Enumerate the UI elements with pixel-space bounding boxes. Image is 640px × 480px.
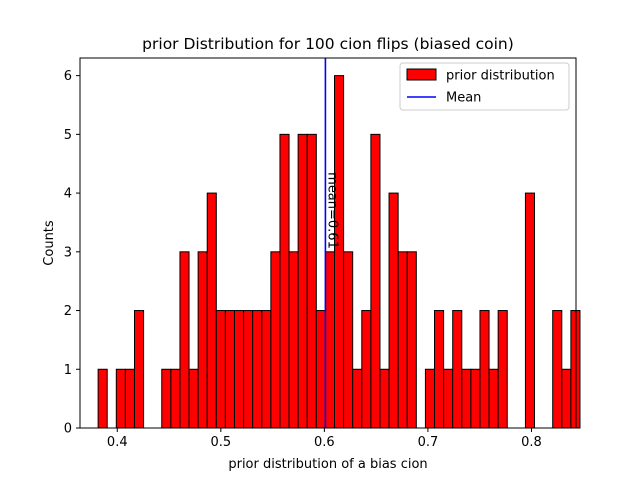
histogram-bar	[170, 368, 181, 429]
histogram-bar	[243, 310, 254, 429]
x-tick-label: 0.8	[521, 435, 542, 450]
y-tick-label: 2	[64, 304, 72, 319]
histogram-bar	[215, 310, 226, 429]
histogram-bar	[397, 251, 408, 429]
y-tick-label: 6	[64, 69, 72, 84]
histogram-bar	[124, 368, 135, 429]
histogram-bar	[370, 133, 381, 429]
histogram-bar	[288, 251, 299, 429]
histogram-bar	[379, 368, 390, 429]
chart-title: prior Distribution for 100 cion flips (b…	[142, 35, 514, 53]
histogram-bar	[424, 368, 436, 429]
histogram-bar	[206, 192, 217, 429]
histogram-bar	[306, 133, 317, 429]
legend-label-prior-distribution: prior distribution	[446, 69, 555, 84]
histogram-bar	[352, 368, 363, 429]
x-tick-label: 0.7	[418, 435, 439, 450]
y-axis-label: Counts	[42, 220, 57, 266]
y-tick-label: 3	[64, 245, 72, 260]
x-axis-label: prior distribution of a bias cion	[228, 457, 427, 472]
histogram-bar	[461, 368, 472, 429]
histogram-bar	[524, 192, 536, 429]
histogram-bar	[297, 133, 308, 429]
histogram-bar	[497, 310, 508, 429]
histogram-bar	[434, 310, 445, 429]
y-tick-label: 1	[64, 363, 72, 378]
histogram-bar	[161, 368, 172, 429]
y-tick-label: 5	[64, 128, 72, 143]
histogram-bar	[452, 310, 463, 429]
histogram-bar	[115, 368, 126, 429]
y-tick-label: 0	[64, 422, 72, 437]
x-tick-label: 0.5	[210, 435, 231, 450]
x-axis-ticks: 0.4 0.5 0.6 0.7 0.8	[107, 428, 542, 450]
histogram-bar	[488, 368, 499, 429]
y-axis-ticks: 0 1 2 3 4 5 6	[64, 69, 80, 437]
histogram-bar	[261, 310, 272, 429]
histogram-bar	[443, 368, 454, 429]
histogram-bar	[388, 192, 399, 429]
histogram-bar	[179, 251, 190, 429]
legend-box	[399, 62, 570, 111]
histogram-bar	[133, 310, 145, 429]
histogram-bar	[97, 368, 108, 429]
legend-swatch-prior-distribution	[406, 68, 437, 81]
histogram-bar	[197, 251, 208, 429]
mean-annotation: mean=0.61	[324, 172, 339, 249]
histogram-bar	[279, 133, 290, 429]
histogram-bar	[343, 251, 354, 429]
histogram-bar	[561, 368, 572, 429]
y-tick-label: 4	[64, 187, 72, 202]
histogram-bar	[552, 310, 563, 429]
histogram-bar	[324, 251, 336, 429]
x-tick-label: 0.6	[314, 435, 335, 450]
histogram-bar	[406, 251, 417, 429]
histogram-bar	[224, 310, 235, 429]
histogram-bar	[334, 75, 345, 429]
histogram-bar	[479, 310, 490, 429]
x-tick-label: 0.4	[107, 435, 128, 450]
legend: prior distribution Mean	[399, 62, 570, 111]
histogram-bar	[470, 368, 481, 429]
plot-frame	[79, 57, 577, 429]
histogram-bar	[315, 310, 326, 429]
histogram-bar	[233, 310, 245, 429]
histogram-bar	[570, 310, 581, 429]
histogram-bar	[270, 251, 281, 429]
legend-label-mean: Mean	[446, 91, 481, 106]
histogram-bar	[361, 310, 372, 429]
histogram-bar	[188, 368, 199, 429]
histogram-bar	[252, 310, 263, 429]
